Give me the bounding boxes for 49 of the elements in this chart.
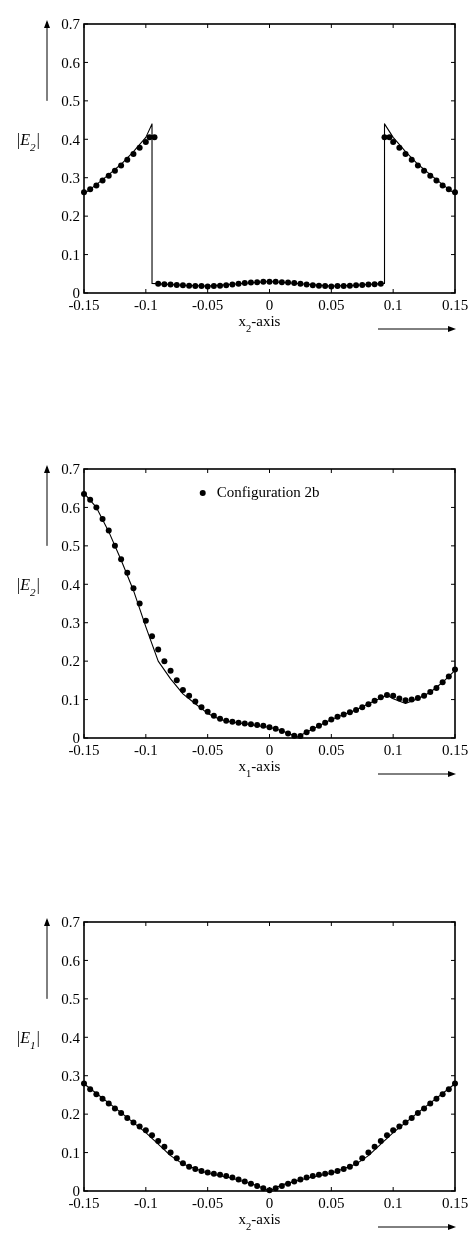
y-tick-label: 0.4	[61, 131, 81, 148]
y-tick-label: 0.5	[61, 991, 80, 1008]
y-tick-label: 0.5	[61, 93, 80, 110]
y-tick-label: 0.6	[61, 952, 81, 969]
x-tick-label: -0.15	[68, 297, 100, 313]
x-tick-label: -0.05	[192, 742, 224, 758]
y-tick-label: 0.5	[61, 538, 80, 555]
y-tick-label: 0.7	[61, 461, 81, 478]
y-tick-label: 0.7	[61, 914, 81, 931]
x-tick-label: -0.05	[192, 1195, 224, 1211]
x-tick-label: -0.15	[68, 742, 100, 758]
x-tick-label: 0.15	[441, 297, 469, 313]
x-tick-label: 0.1	[383, 297, 403, 313]
x-tick-label: 0.15	[441, 1195, 469, 1211]
y-tick-label: 0.2	[61, 1106, 80, 1123]
y-tick-label: 0.4	[61, 576, 81, 593]
x-tick-label: -0.1	[133, 1195, 158, 1211]
x-tick-label: 0	[265, 297, 274, 313]
x-tick-label: 0.1	[383, 1195, 403, 1211]
y-tick-label: 0.6	[61, 54, 81, 71]
x-tick-label: 0	[265, 742, 274, 758]
x-tick-label: -0.15	[68, 1195, 100, 1211]
y-tick-label: 0.1	[61, 1144, 80, 1161]
y-tick-label: 0.1	[61, 691, 80, 708]
y-tick-label: 0.3	[61, 1067, 80, 1084]
y-tick-label: 0.7	[61, 16, 81, 33]
y-tick-label: 0.3	[61, 169, 80, 186]
legend-label: Configuration 2b	[216, 484, 320, 500]
y-tick-label: 0.4	[61, 1029, 81, 1046]
x-axis-title: x$_{1}$-axis	[238, 758, 281, 779]
x-tick-label: -0.1	[133, 742, 158, 758]
x-tick-label: 0.15	[441, 742, 469, 758]
y-axis-title: |E$_{2}$|	[15, 575, 41, 598]
x-tick-label: -0.05	[192, 297, 224, 313]
x-tick-label: -0.1	[133, 297, 158, 313]
x-tick-label: 0.05	[318, 1195, 345, 1211]
x-tick-label: 0.05	[318, 297, 345, 313]
y-tick-label: 0.6	[61, 499, 81, 516]
y-tick-label: 0.2	[61, 653, 80, 670]
y-tick-label: 0.3	[61, 614, 80, 631]
y-tick-label: 0.1	[61, 246, 80, 263]
y-axis-title: |E$_{2}$|	[15, 130, 41, 153]
x-tick-label: 0	[265, 1195, 274, 1211]
y-axis-title: |E$_{1}$|	[15, 1028, 41, 1051]
x-tick-label: 0.1	[383, 742, 403, 758]
x-axis-title: x$_{2}$-axis	[238, 313, 281, 334]
x-axis-title: x$_{2}$-axis	[238, 1211, 281, 1232]
x-tick-label: 0.05	[318, 742, 345, 758]
y-tick-label: 0.2	[61, 208, 80, 225]
